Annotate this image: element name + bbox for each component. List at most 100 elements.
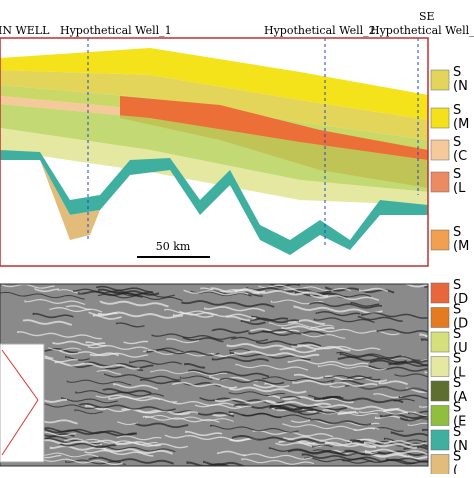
legend-sub: (D — [453, 292, 468, 307]
reflector — [104, 373, 181, 381]
legend-label: S — [453, 65, 461, 80]
reflector — [32, 312, 74, 319]
legend-swatch — [430, 171, 450, 193]
reflector — [194, 403, 252, 409]
reflector — [166, 338, 200, 344]
reflector — [419, 333, 428, 338]
reflector — [43, 427, 137, 436]
reflector — [281, 325, 335, 331]
reflector — [66, 379, 132, 386]
reflector — [49, 307, 103, 313]
legend-label: S — [453, 303, 461, 318]
reflector — [283, 288, 309, 294]
well-label: Hypothetical Well_1 — [60, 24, 172, 37]
reflector — [385, 457, 428, 463]
reflector — [219, 377, 285, 385]
legend-sub: (A — [453, 390, 467, 405]
legend-label: S — [453, 278, 461, 293]
legend-sub: (N — [453, 439, 468, 454]
reflector — [77, 290, 143, 298]
reflector — [65, 305, 91, 311]
legend-label: S — [453, 327, 461, 342]
reflector — [172, 381, 238, 389]
reflector — [369, 359, 428, 367]
reflector — [424, 371, 428, 374]
reflector — [113, 382, 159, 390]
reflector — [164, 434, 258, 442]
reflector — [34, 288, 60, 293]
section-frame — [0, 37, 429, 267]
reflector — [388, 361, 428, 367]
reflector — [211, 356, 269, 363]
reflector — [214, 398, 276, 404]
reflector — [311, 444, 333, 448]
reflector — [394, 373, 428, 378]
seismic-frame — [0, 283, 429, 467]
reflector — [188, 369, 270, 378]
reflector — [181, 300, 275, 308]
inset-line — [1, 349, 39, 401]
legend-swatch — [430, 405, 450, 426]
legend-swatch — [430, 229, 450, 251]
well-label: Hypothetical Well_2 — [264, 24, 376, 37]
legend-swatch — [430, 429, 450, 451]
reflector — [211, 353, 240, 357]
reflector — [250, 317, 300, 324]
reflector — [336, 351, 402, 359]
reflector — [142, 415, 220, 423]
reflector — [322, 292, 371, 298]
reflector — [235, 288, 329, 298]
reflector — [283, 435, 353, 443]
legend-sub: (E — [453, 415, 466, 430]
reflector — [317, 363, 387, 371]
reflector — [61, 397, 118, 404]
reflector — [359, 409, 428, 417]
reflector — [84, 449, 154, 457]
reflector — [92, 314, 122, 320]
reflector — [378, 380, 408, 386]
legend-sub: (M — [453, 117, 469, 132]
reflector — [350, 301, 380, 307]
reflector — [151, 333, 237, 341]
reflector — [78, 403, 176, 412]
reflector — [22, 319, 73, 326]
legend-swatch — [430, 380, 450, 402]
reflector — [407, 411, 428, 418]
legend-label: S — [453, 352, 461, 367]
reflector — [108, 395, 178, 403]
reflector — [361, 312, 428, 319]
reflector — [140, 378, 222, 388]
reflector — [0, 291, 85, 300]
reflector — [297, 344, 351, 352]
reflector — [253, 383, 275, 389]
reflector — [164, 308, 218, 316]
reflector — [393, 284, 428, 288]
reflector — [293, 305, 383, 315]
legend-swatch — [430, 454, 450, 475]
reflector — [337, 355, 407, 364]
reflector — [43, 428, 137, 437]
reflector — [185, 430, 223, 437]
legend-sub: (U — [453, 341, 468, 356]
legend-swatch — [430, 307, 450, 328]
reflector — [363, 441, 417, 449]
legend-label: S — [453, 401, 461, 416]
reflector — [314, 403, 400, 412]
reflector — [116, 435, 162, 441]
legend-sub: (M — [453, 239, 469, 254]
reflector — [184, 363, 206, 369]
reflector — [204, 306, 266, 312]
direction-label: SE — [419, 10, 435, 23]
reflector — [310, 294, 380, 302]
reflector — [229, 348, 250, 352]
reflector — [228, 391, 286, 397]
legend-swatch — [430, 107, 450, 129]
reflector — [234, 350, 320, 358]
reflector — [337, 411, 359, 416]
legend-swatch — [430, 282, 450, 304]
reflector — [399, 417, 428, 422]
legend-sub: (L — [453, 181, 466, 196]
reflector — [150, 369, 227, 376]
reflector — [98, 288, 160, 296]
